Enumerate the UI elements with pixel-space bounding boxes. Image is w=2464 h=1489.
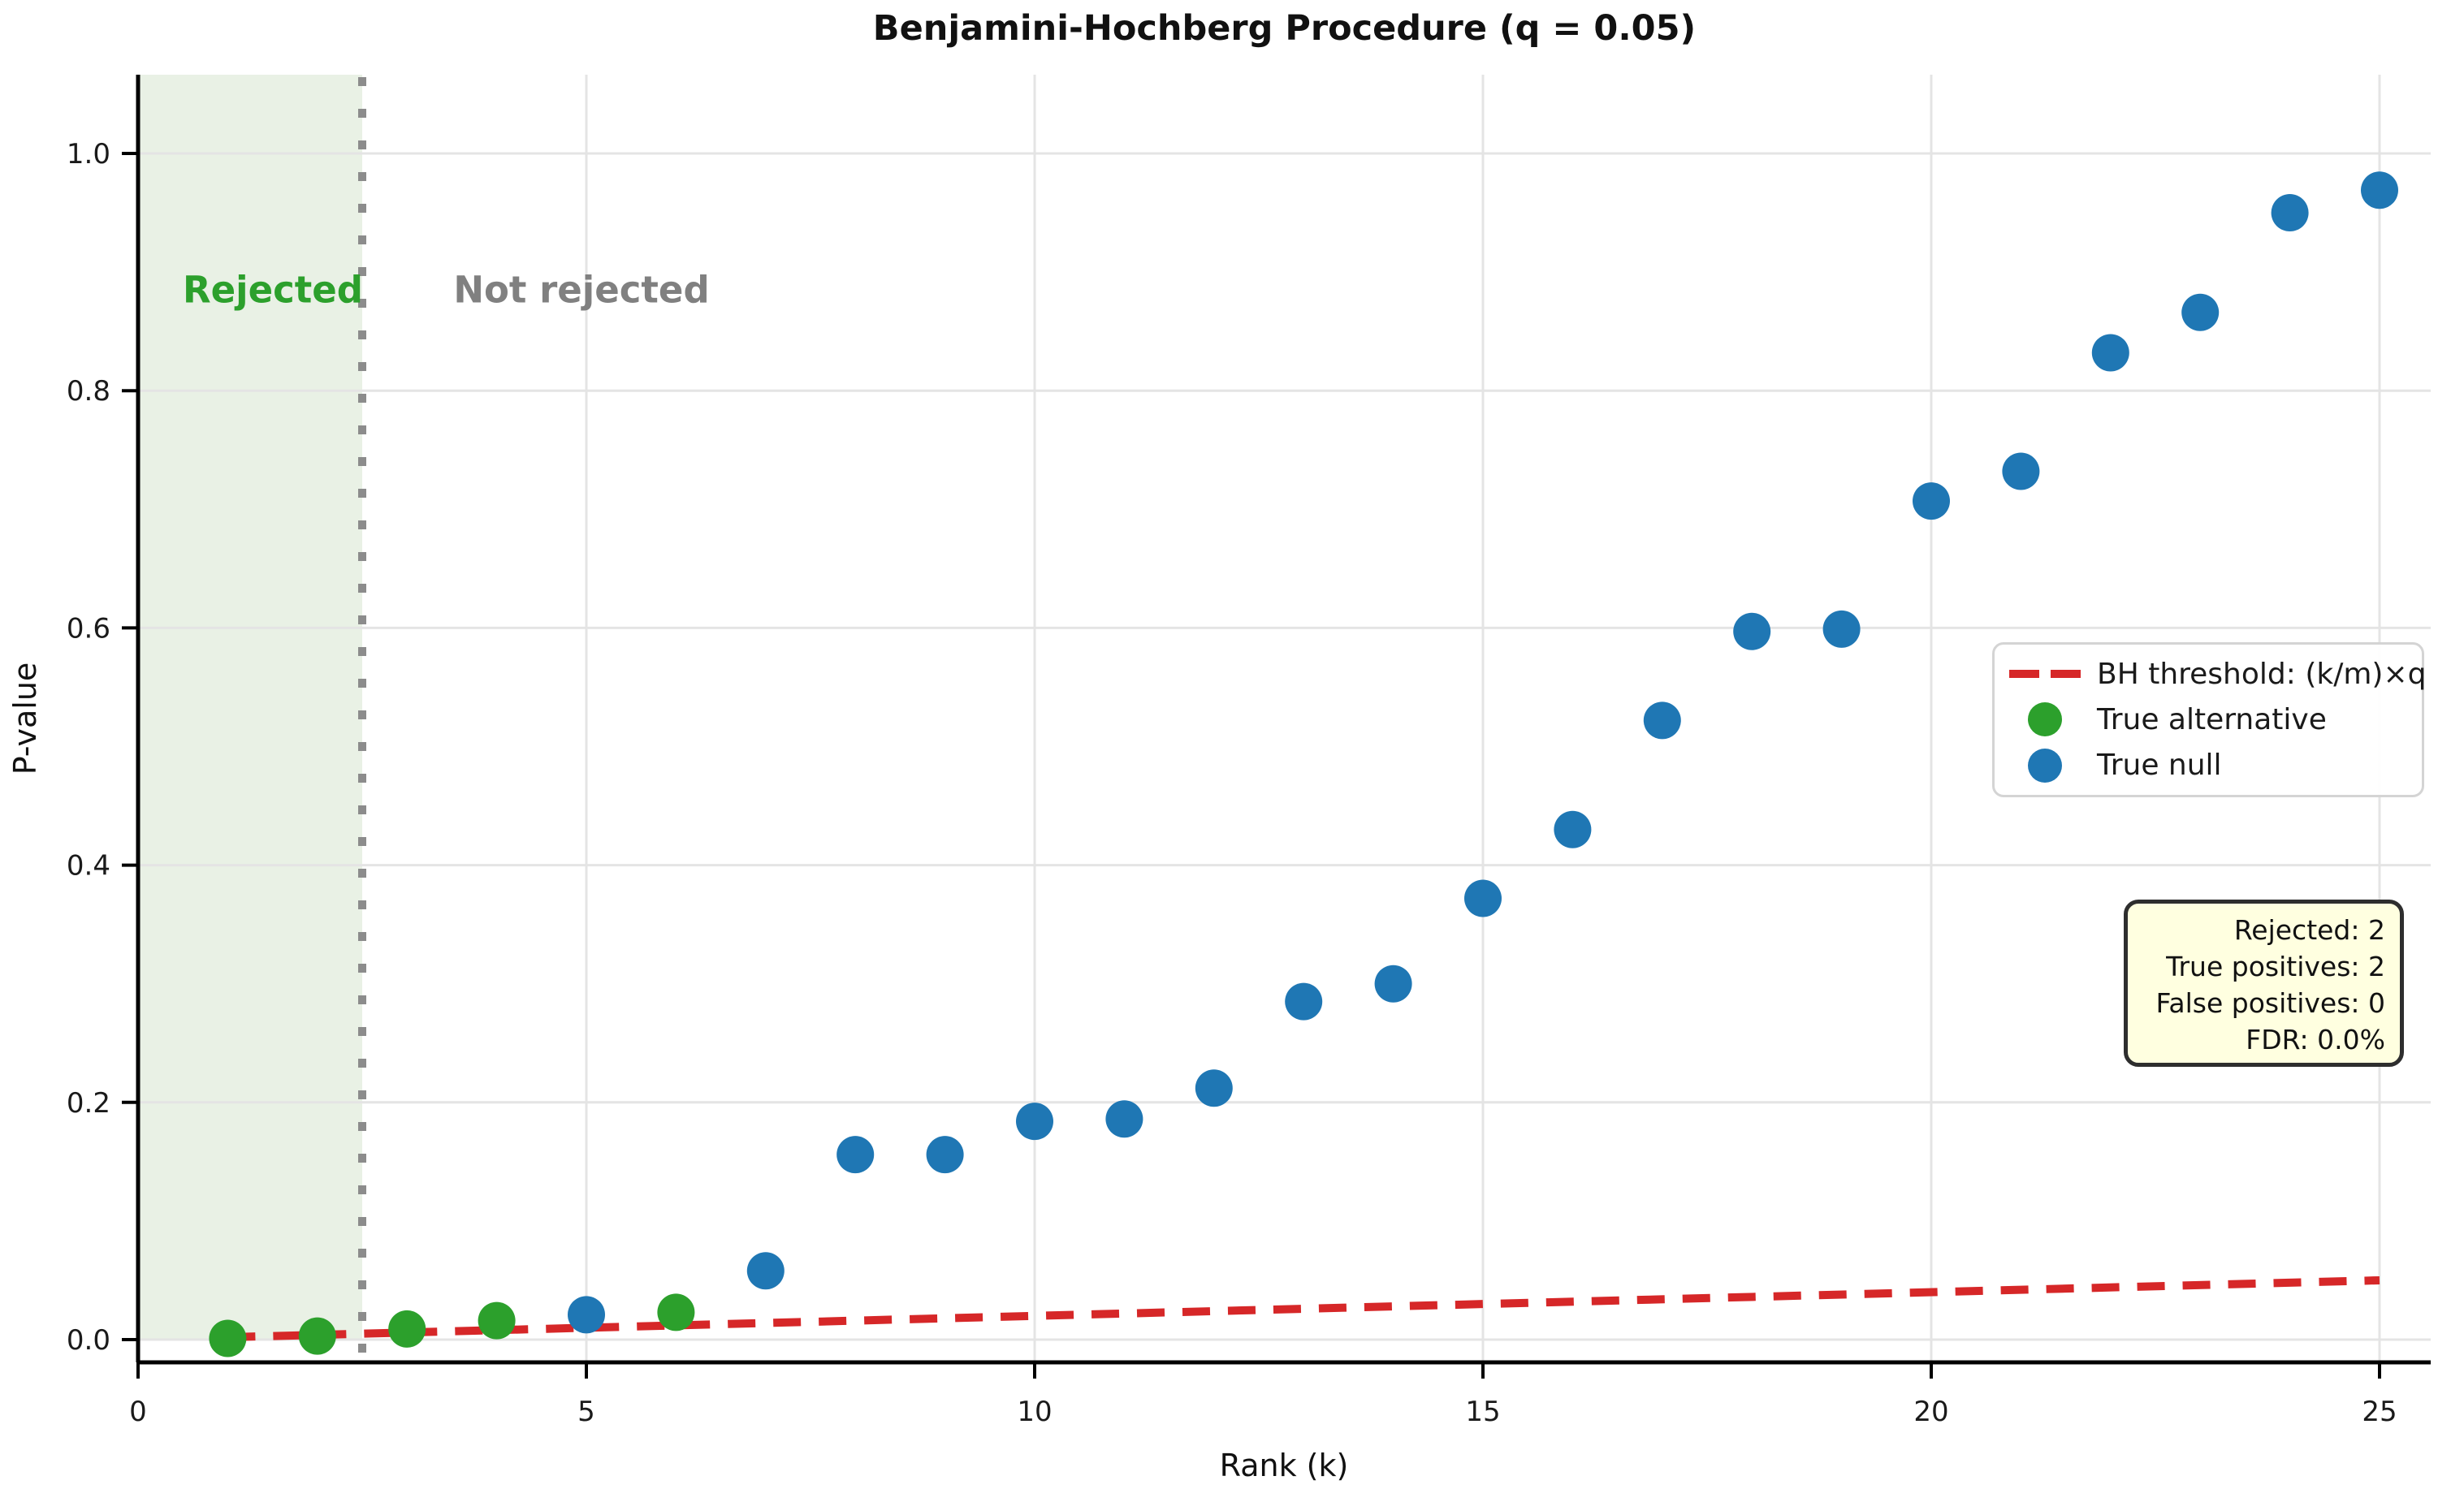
legend-dashed-line-icon [2006,670,2084,679]
y-tick-label: 1.0 [67,138,110,170]
bh-threshold-line [227,1275,2380,1342]
data-points-group [209,171,2398,1357]
y-tick-label: 0.2 [67,1087,110,1120]
stats-annotation-box: Rejected: 2 True positives: 2 False posi… [2124,900,2404,1067]
legend-item-bh-threshold: BH threshold: (k/m)×q [2006,651,2426,697]
stats-rejected-count: Rejected: 2 [2233,914,2385,946]
legend-label-true-alternative: True alternative [2097,702,2327,736]
x-tick-label: 0 [129,1396,147,1428]
rejected-region-band [139,75,362,1340]
legend-item-true-null: True null [2006,743,2410,788]
data-point-true-null [2361,171,2398,209]
data-point-true-alternative [478,1301,516,1340]
x-tick-label: 10 [1017,1396,1052,1428]
data-point-true-null [2002,452,2040,490]
x-tick-label: 5 [577,1396,595,1428]
legend-item-true-alternative: True alternative [2006,697,2410,742]
data-point-true-alternative [209,1319,247,1357]
bh-threshold-line-group [227,1275,2380,1342]
data-point-true-null [1822,610,1861,648]
data-point-true-null [1195,1069,1233,1107]
not-rejected-region-label: Not rejected [453,268,710,312]
legend: BH threshold: (k/m)×q True alternative T… [1992,642,2426,797]
gridlines-group [138,75,2431,1362]
data-point-true-null [2271,194,2309,232]
stats-fdr: FDR: 0.0% [2246,1024,2385,1055]
data-point-true-null [1733,612,1771,650]
y-tick-label: 0.6 [67,612,110,645]
data-point-true-null [1374,965,1412,1003]
y-axis-label: P-value [7,662,43,775]
data-point-true-null [836,1136,875,1174]
data-point-true-null [1016,1103,1053,1141]
data-point-true-alternative [388,1310,426,1348]
data-point-true-null [568,1296,605,1334]
y-tick-label: 0.4 [67,850,110,883]
data-point-true-null [1464,879,1502,917]
data-point-true-null [1285,982,1323,1021]
stats-true-positives: True positives: 2 [2166,951,2385,982]
data-point-true-alternative [657,1293,695,1331]
stats-false-positives: False positives: 0 [2155,987,2385,1019]
data-point-true-null [2181,293,2220,331]
data-point-true-null [1913,482,1950,520]
y-tick-label: 0.0 [67,1324,110,1357]
chart-title: Benjamini-Hochberg Procedure (q = 0.05) [872,8,1697,49]
legend-label-true-null: True null [2097,749,2222,783]
axes-spines-ticks-group: 0 5 10 15 20 25 0.0 0.2 0.4 0.6 0.8 1.0 [67,75,2431,1428]
x-tick-label: 15 [1465,1396,1500,1428]
rejected-region-label: Rejected [182,268,364,312]
data-point-true-null [1105,1100,1143,1138]
rejection-region-band-group [139,75,362,1340]
data-point-true-null [2091,334,2129,372]
legend-green-dot-icon [2006,702,2084,737]
x-axis-label: Rank (k) [1220,1448,1349,1483]
data-point-true-null [926,1136,964,1174]
x-tick-label: 20 [1913,1396,1948,1428]
data-point-true-alternative [298,1317,336,1355]
data-point-true-null [1643,701,1681,740]
y-tick-label: 0.8 [67,375,110,408]
legend-blue-dot-icon [2006,748,2084,783]
data-point-true-null [1554,810,1592,848]
x-tick-label: 25 [2362,1396,2397,1428]
data-point-true-null [746,1252,785,1290]
legend-label-bh-threshold: BH threshold: (k/m)×q [2097,657,2427,691]
